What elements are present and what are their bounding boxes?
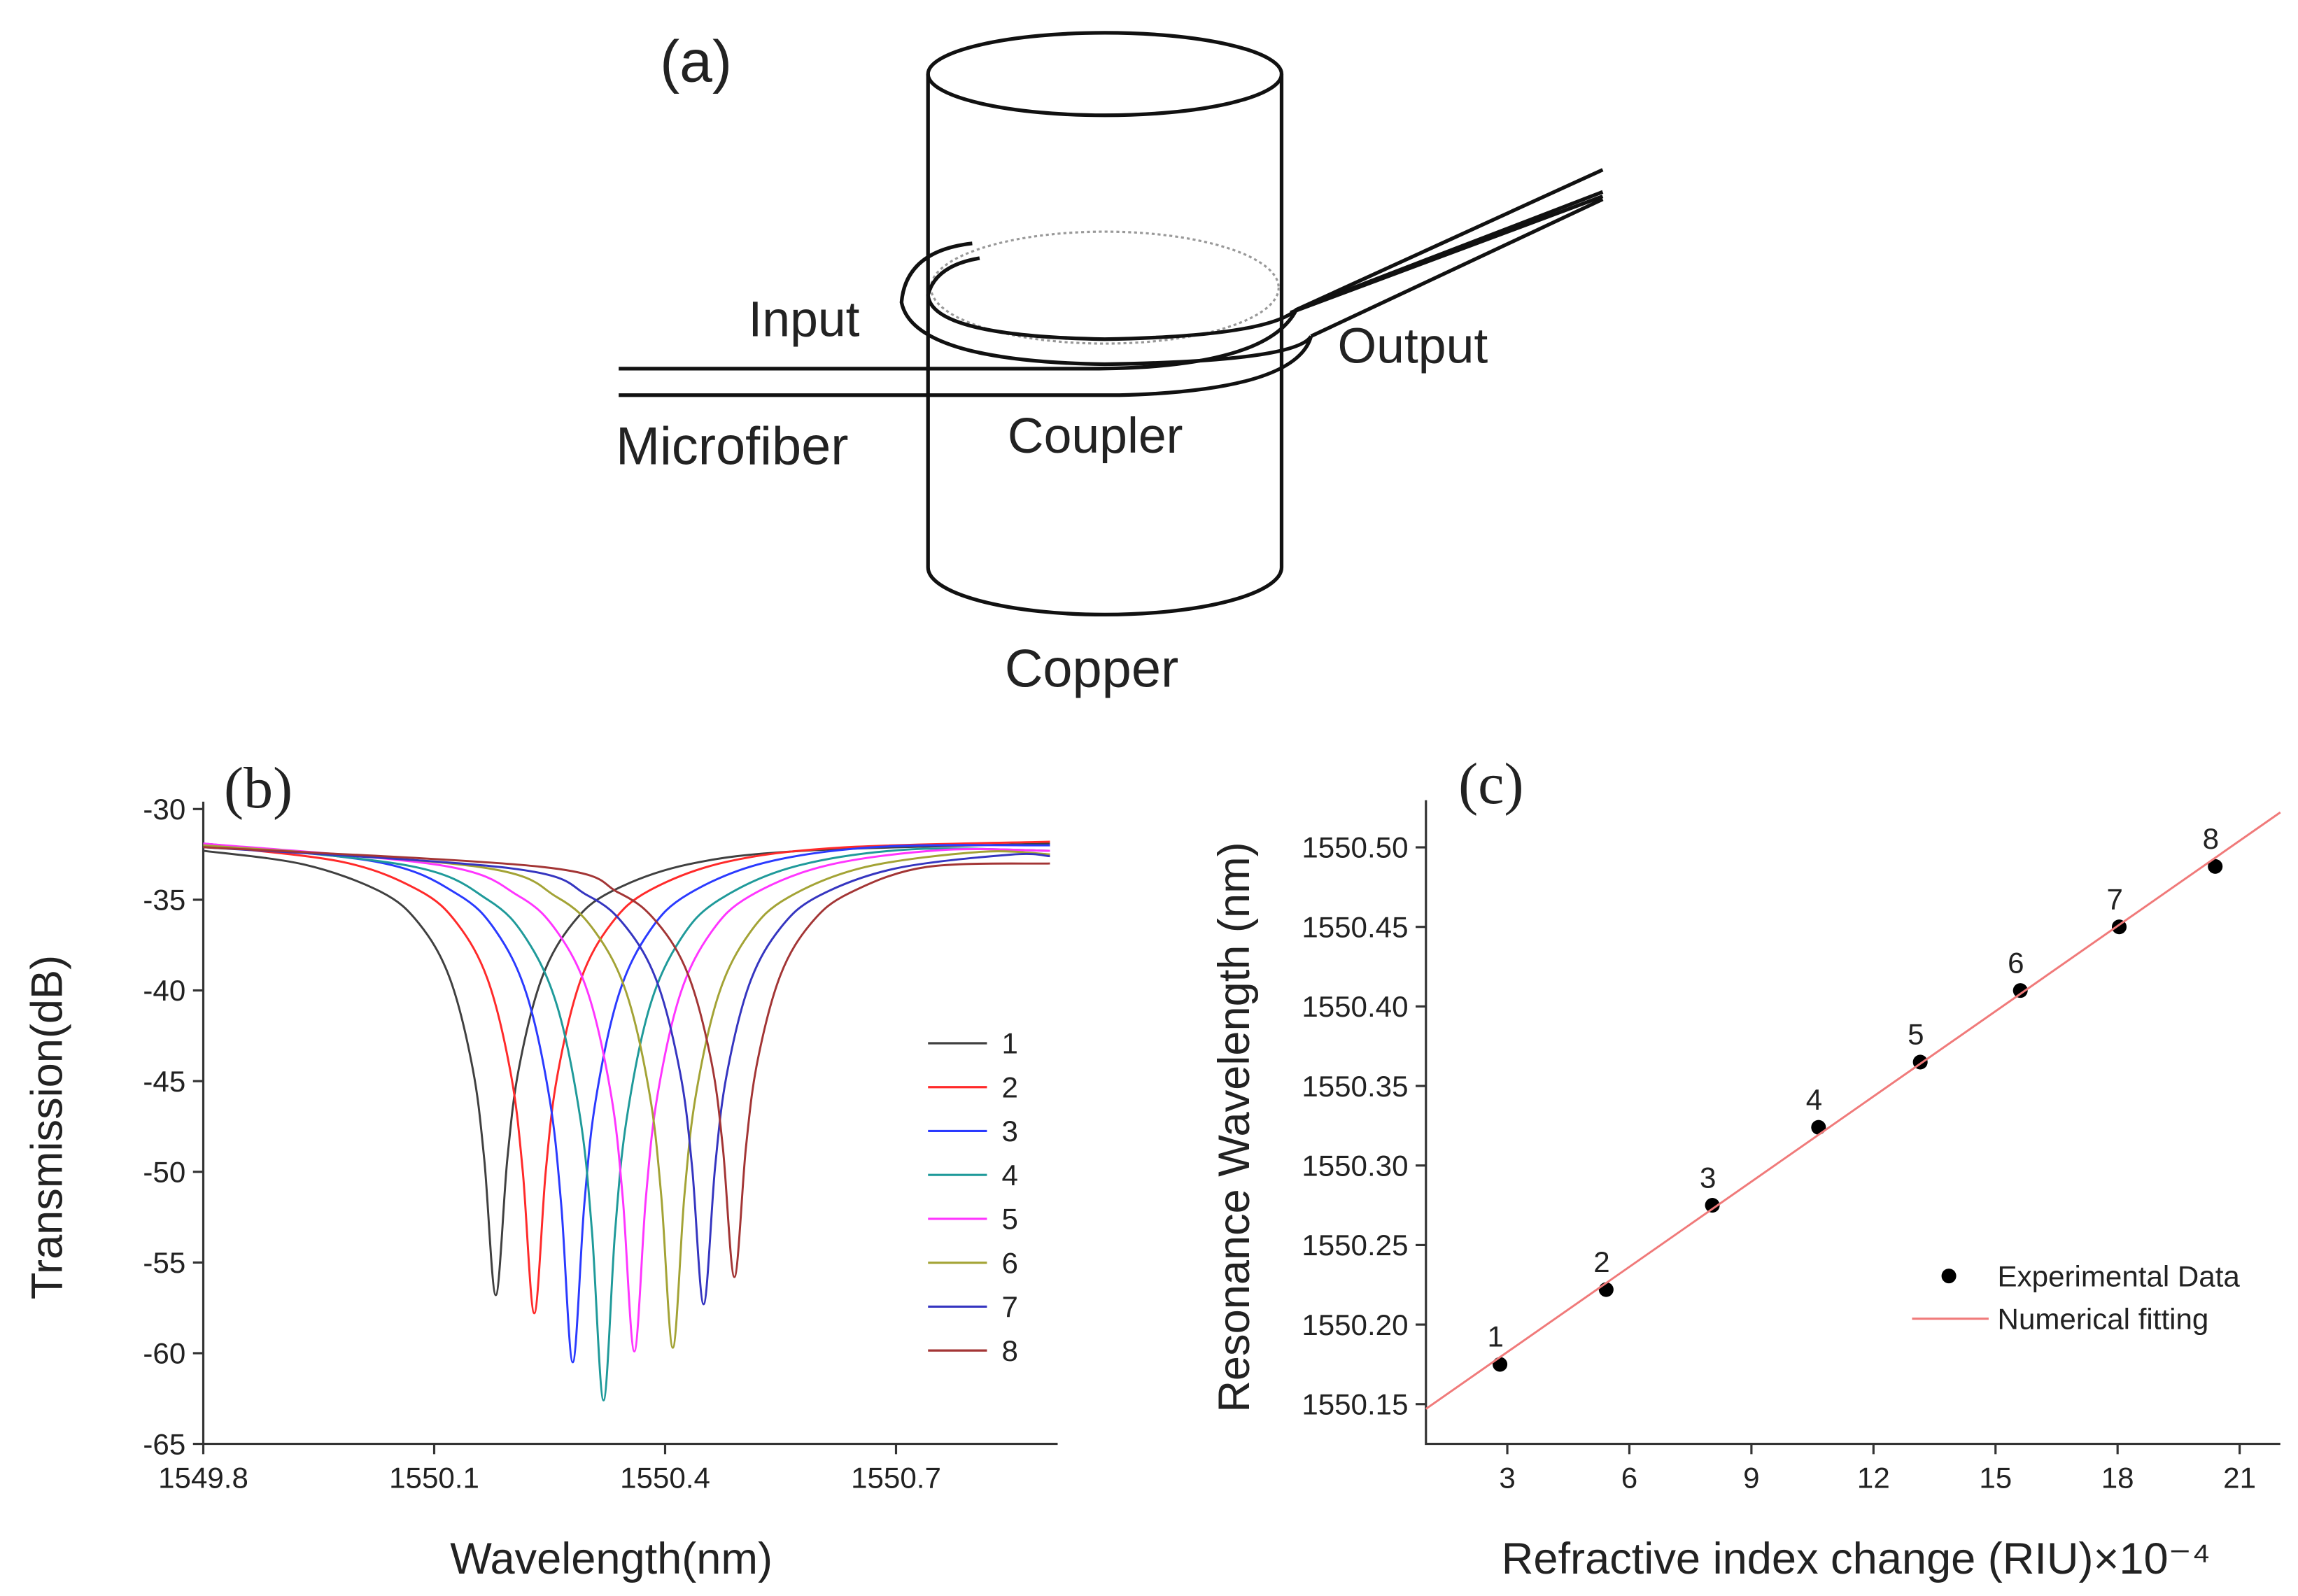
legend-label: 8 (1001, 1334, 1017, 1367)
point-label: 2 (1593, 1245, 1609, 1278)
x-tick-label: 1550.7 (851, 1462, 941, 1495)
fiber-loop (899, 241, 1313, 367)
point-label: 8 (2203, 822, 2219, 855)
line-series (203, 840, 1050, 1315)
x-tick-label: 12 (1857, 1462, 1890, 1495)
data-point (1705, 1198, 1720, 1213)
legend-label: 6 (1001, 1246, 1017, 1279)
x-tick-label: 1549.8 (158, 1462, 248, 1495)
y-axis-label: Transmission(dB) (22, 955, 71, 1299)
legend-label: Experimental Data (1998, 1259, 2241, 1292)
diagram: (a) Input Output Microfiber Coupler Copp… (616, 28, 1604, 699)
axes (1425, 800, 2281, 1446)
label: Input (748, 292, 859, 348)
chart: (c) Refractive index change (RIU)×10⁻⁴ Res… (1210, 751, 2281, 1583)
point-label: 4 (1806, 1083, 1822, 1116)
fiber (619, 168, 1604, 371)
legend-label: 2 (1001, 1071, 1017, 1103)
chart: (b) Wavelength(nm) Transmission(dB) 1549.8 1… (22, 756, 1058, 1583)
x-tick-label: 1550.1 (389, 1462, 479, 1495)
line-series (203, 844, 1050, 1349)
cylinder-top (926, 31, 1284, 118)
ring-back (929, 230, 1280, 345)
line-series (203, 842, 1050, 1353)
chart-title: (b) (224, 756, 292, 821)
x-axis-label: Refractive index change (RIU)×10⁻⁴ (1502, 1534, 2211, 1583)
y-tick-label: 1550.45 (1302, 910, 1408, 943)
fiber (619, 335, 1313, 397)
y-tick-label: -40 (143, 974, 185, 1007)
line-series (203, 842, 1050, 1364)
data-point (1598, 1282, 1614, 1297)
y-tick-label: 1550.15 (1302, 1387, 1408, 1420)
y-tick-label: -55 (143, 1246, 185, 1279)
y-tick-label: 1550.25 (1302, 1229, 1408, 1262)
label: Microfiber (616, 417, 849, 476)
point-label: 3 (1700, 1161, 1716, 1194)
fiber-loop (926, 256, 1298, 341)
legend-label: 5 (1001, 1203, 1017, 1236)
legend-swatch (1941, 1269, 1957, 1284)
legend-label: 3 (1001, 1115, 1017, 1147)
x-tick-label: 6 (1621, 1462, 1637, 1495)
line-series (1425, 811, 2281, 1410)
legend-label: Numerical fitting (1998, 1302, 2209, 1335)
point-label: 5 (1908, 1018, 1924, 1051)
label: Copper (1005, 640, 1179, 699)
line-series (203, 846, 1050, 1278)
label: Output (1337, 318, 1488, 374)
x-tick-label: 15 (1979, 1462, 2012, 1495)
y-tick-label: 1550.50 (1302, 831, 1408, 864)
panel-label: (a) (660, 28, 732, 94)
x-tick-label: 1550.4 (620, 1462, 710, 1495)
y-tick-label: -65 (143, 1427, 185, 1460)
cylinder-bottom (926, 567, 1284, 617)
x-tick-label: 3 (1499, 1462, 1515, 1495)
legend-label: 7 (1001, 1290, 1017, 1323)
y-tick-label: -30 (143, 793, 185, 826)
legend-label: 4 (1001, 1159, 1017, 1192)
fiber (1290, 195, 1604, 315)
label: Coupler (1008, 408, 1183, 464)
point-label: 6 (2008, 946, 2024, 979)
legend-label: 1 (1001, 1027, 1017, 1060)
point-label: 7 (2106, 882, 2122, 915)
line-series (203, 846, 1050, 1306)
chart-title: (c) (1458, 751, 1523, 817)
data-point (2012, 983, 2028, 998)
y-tick-label: -45 (143, 1065, 185, 1098)
y-axis-label: Resonance Wavelength (nm) (1210, 842, 1259, 1412)
x-tick-label: 18 (2101, 1462, 2134, 1495)
x-tick-label: 9 (1743, 1462, 1759, 1495)
x-axis-label: Wavelength(nm) (450, 1534, 773, 1583)
y-tick-label: 1550.40 (1302, 990, 1408, 1023)
y-tick-label: -50 (143, 1155, 185, 1188)
line-series (203, 842, 1050, 1401)
data-point (1811, 1120, 1826, 1135)
x-tick-label: 21 (2223, 1462, 2256, 1495)
y-tick-label: -35 (143, 884, 185, 917)
data-point (2208, 859, 2223, 874)
y-tick-label: 1550.35 (1302, 1070, 1408, 1103)
y-tick-label: -60 (143, 1337, 185, 1370)
y-tick-label: 1550.20 (1302, 1308, 1408, 1341)
line-series (203, 842, 1050, 1297)
point-label: 1 (1488, 1320, 1504, 1353)
data-point (1493, 1357, 1508, 1372)
y-tick-label: 1550.30 (1302, 1149, 1408, 1182)
